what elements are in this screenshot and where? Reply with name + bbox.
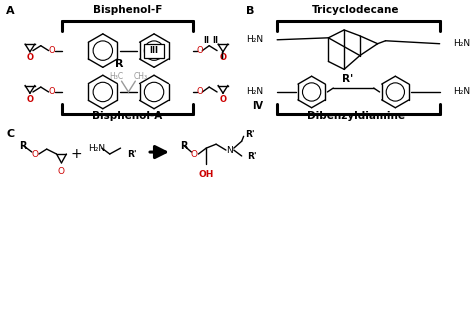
Text: I: I: [220, 52, 224, 61]
Text: H₃C: H₃C: [109, 72, 124, 81]
Text: II: II: [203, 36, 209, 45]
Text: H₂N: H₂N: [454, 39, 471, 48]
Text: Bisphenol-F: Bisphenol-F: [93, 5, 162, 15]
Text: R: R: [180, 141, 187, 151]
Text: O: O: [219, 95, 227, 104]
Text: R': R': [245, 130, 254, 139]
Text: A: A: [6, 6, 15, 16]
Text: O: O: [48, 87, 55, 96]
Text: R': R': [247, 152, 257, 161]
Text: III: III: [149, 46, 158, 55]
Text: N: N: [227, 146, 233, 155]
Text: Bisphenol-A: Bisphenol-A: [92, 111, 163, 121]
Text: B: B: [246, 6, 254, 16]
Text: H₂N: H₂N: [246, 87, 264, 96]
Text: O: O: [196, 87, 203, 96]
Text: O: O: [31, 150, 38, 159]
Text: O: O: [48, 46, 55, 55]
Text: O: O: [27, 53, 34, 62]
Text: R': R': [128, 150, 137, 159]
Text: C: C: [6, 129, 14, 139]
Text: R': R': [342, 74, 354, 84]
Text: O: O: [58, 167, 65, 176]
Text: IV: IV: [252, 101, 264, 111]
Text: Tricyclodecane: Tricyclodecane: [312, 5, 400, 15]
Text: Dibenzyldiamine: Dibenzyldiamine: [307, 111, 405, 121]
Text: R: R: [115, 59, 124, 69]
Text: H₂N: H₂N: [454, 87, 471, 96]
Text: O: O: [219, 53, 227, 62]
Text: II: II: [212, 36, 218, 45]
Text: H₂N: H₂N: [246, 35, 264, 44]
Text: O: O: [191, 150, 198, 159]
Text: O: O: [196, 46, 203, 55]
Text: H₂N: H₂N: [88, 144, 105, 153]
FancyBboxPatch shape: [144, 44, 164, 58]
Text: R: R: [19, 141, 27, 151]
Text: O: O: [27, 95, 34, 104]
Text: OH: OH: [199, 170, 214, 179]
Text: CH₃: CH₃: [133, 72, 147, 81]
Text: +: +: [71, 147, 82, 161]
